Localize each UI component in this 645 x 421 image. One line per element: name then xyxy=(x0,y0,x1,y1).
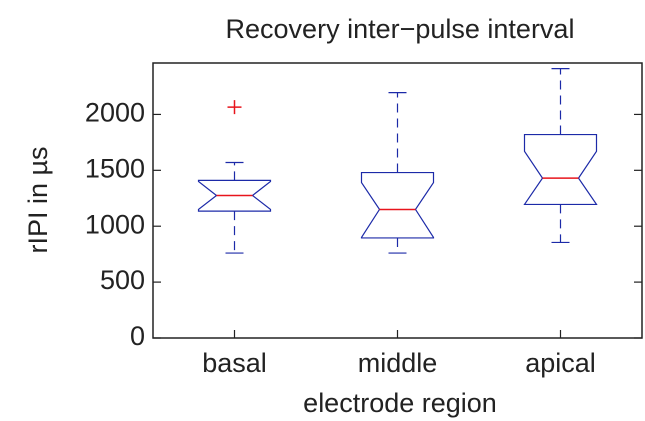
y-tick-label: 0 xyxy=(130,321,145,351)
box xyxy=(360,171,435,239)
x-tick-label: apical xyxy=(525,348,596,378)
outlier xyxy=(227,100,242,115)
box xyxy=(197,179,272,212)
y-tick-label: 2000 xyxy=(85,98,145,128)
chart-title: Recovery inter−pulse interval xyxy=(226,14,575,44)
y-tick-label: 1500 xyxy=(85,153,145,183)
y-tick-label: 1000 xyxy=(85,209,145,239)
x-tick-label: basal xyxy=(202,348,267,378)
x-axis-label: electrode region xyxy=(303,388,497,418)
y-tick-label: 500 xyxy=(100,265,145,295)
x-tick-label: middle xyxy=(358,348,438,378)
box xyxy=(523,133,598,206)
y-axis-label: rIPI in µs xyxy=(23,146,53,253)
